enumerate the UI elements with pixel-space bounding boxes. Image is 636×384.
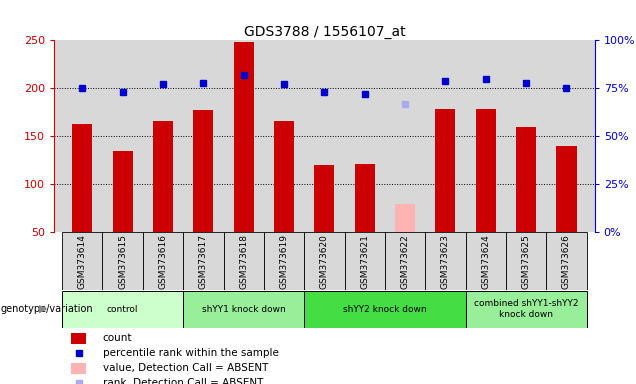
Text: GSM373624: GSM373624 xyxy=(481,234,490,289)
Bar xyxy=(314,165,335,232)
Bar xyxy=(113,151,133,232)
Bar xyxy=(62,232,102,290)
Text: genotype/variation: genotype/variation xyxy=(1,304,93,314)
Bar xyxy=(345,232,385,290)
Text: shYY1 knock down: shYY1 knock down xyxy=(202,305,286,314)
Text: GSM373614: GSM373614 xyxy=(78,234,86,289)
Bar xyxy=(71,363,86,374)
Bar xyxy=(506,232,546,290)
Text: GSM373619: GSM373619 xyxy=(279,234,289,289)
Bar xyxy=(102,232,143,290)
Bar xyxy=(62,291,183,328)
Text: GSM373618: GSM373618 xyxy=(239,234,248,289)
Text: count: count xyxy=(103,333,132,343)
Text: GSM373625: GSM373625 xyxy=(522,234,530,289)
Bar xyxy=(546,232,586,290)
Bar xyxy=(466,232,506,290)
Bar xyxy=(183,232,223,290)
Bar xyxy=(233,42,254,232)
Bar xyxy=(476,109,496,232)
Text: GSM373620: GSM373620 xyxy=(320,234,329,289)
Bar xyxy=(143,232,183,290)
Bar xyxy=(466,291,586,328)
Text: GSM373615: GSM373615 xyxy=(118,234,127,289)
Bar xyxy=(73,124,92,232)
Bar xyxy=(355,164,375,232)
Text: percentile rank within the sample: percentile rank within the sample xyxy=(103,348,279,358)
Bar xyxy=(516,127,536,232)
Text: GSM373623: GSM373623 xyxy=(441,234,450,289)
Bar xyxy=(304,291,466,328)
Text: GSM373616: GSM373616 xyxy=(158,234,167,289)
Bar xyxy=(385,232,425,290)
Text: GSM373622: GSM373622 xyxy=(401,234,410,289)
Text: GSM373626: GSM373626 xyxy=(562,234,571,289)
Text: shYY2 knock down: shYY2 knock down xyxy=(343,305,427,314)
Text: GSM373617: GSM373617 xyxy=(199,234,208,289)
Text: rank, Detection Call = ABSENT: rank, Detection Call = ABSENT xyxy=(103,378,263,384)
Text: value, Detection Call = ABSENT: value, Detection Call = ABSENT xyxy=(103,363,268,373)
Text: control: control xyxy=(107,305,139,314)
Text: ▶: ▶ xyxy=(39,304,48,314)
Bar xyxy=(274,121,294,232)
Bar xyxy=(264,232,304,290)
Text: GSM373621: GSM373621 xyxy=(360,234,370,289)
Bar xyxy=(183,291,304,328)
Bar xyxy=(153,121,173,232)
Bar xyxy=(304,232,345,290)
Bar xyxy=(193,111,214,232)
Bar xyxy=(556,146,576,232)
Text: combined shYY1-shYY2
knock down: combined shYY1-shYY2 knock down xyxy=(474,300,578,319)
Bar xyxy=(435,109,455,232)
Bar xyxy=(71,333,86,344)
Title: GDS3788 / 1556107_at: GDS3788 / 1556107_at xyxy=(244,25,405,39)
Bar xyxy=(425,232,466,290)
Bar xyxy=(395,204,415,232)
Bar xyxy=(223,232,264,290)
